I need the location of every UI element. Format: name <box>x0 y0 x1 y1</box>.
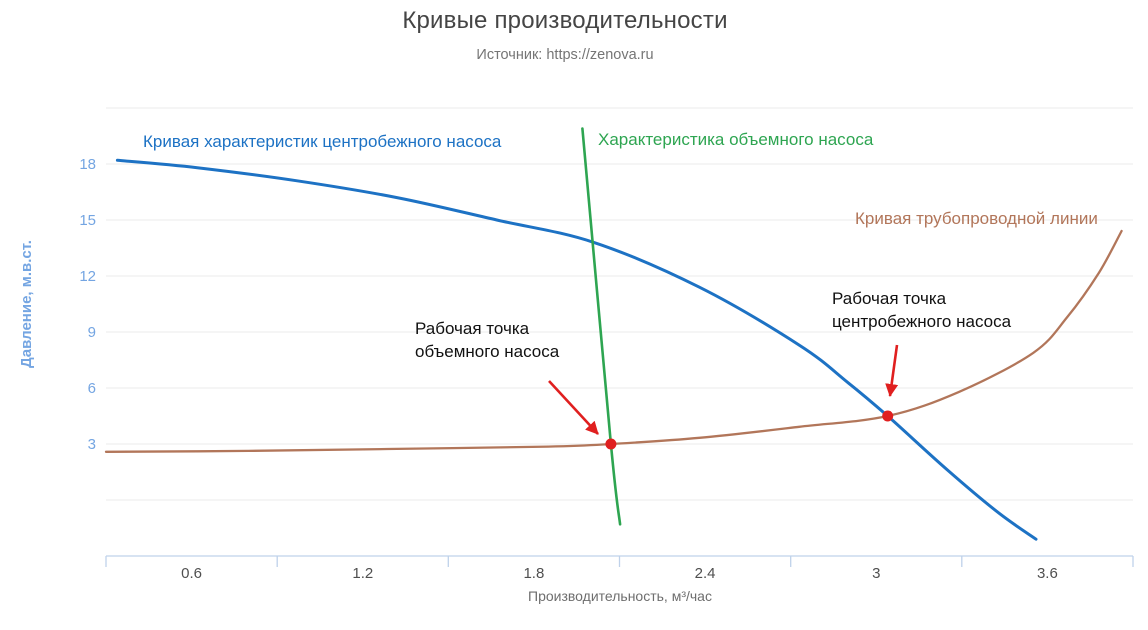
series-curves <box>104 127 1123 541</box>
curve-label-pipeline: Кривая трубопроводной линии <box>855 209 1098 228</box>
x-tick-label: 0.6 <box>181 565 202 582</box>
y-tick-label: 12 <box>79 268 96 285</box>
x-tick-label: 3 <box>872 565 880 582</box>
gridlines <box>106 107 1133 501</box>
curve-label-displacement-pump: Характеристика объемного насоса <box>598 130 874 149</box>
annotation-text: Рабочая точка центробежного насоса <box>832 289 1012 331</box>
curve-centrifugal-pump <box>115 158 1038 541</box>
y-tick-label: 18 <box>79 156 96 173</box>
x-tick-label: 1.2 <box>352 565 373 582</box>
axes: 3 6 9 12 15 18 0.6 1.2 1.8 2.4 3 3.6 <box>79 156 1134 582</box>
annotation-arrow <box>548 380 599 435</box>
y-tick-label: 9 <box>88 324 96 341</box>
x-tick-label: 2.4 <box>695 565 716 582</box>
curve-pipeline <box>104 229 1123 453</box>
y-tick-label: 6 <box>88 380 96 397</box>
annotation-text: Рабочая точка объемного насоса <box>415 319 560 361</box>
annotations: Рабочая точка объемного насоса Рабочая точ… <box>415 289 1012 450</box>
operating-point-dot <box>882 410 894 422</box>
chart-title: Кривые производительности <box>402 7 728 34</box>
curve-label-centrifugal-pump: Кривая характеристик центробежного насос… <box>143 132 502 151</box>
y-tick-label: 3 <box>88 436 96 453</box>
y-axis-title: Давление, м.в.ст. <box>18 240 35 368</box>
curve-labels: Кривая характеристик центробежного насос… <box>143 130 1098 228</box>
annotation-arrow <box>885 344 899 397</box>
curve-displacement-pump <box>581 127 622 526</box>
x-tick-label: 3.6 <box>1037 565 1058 582</box>
chart-subtitle: Источник: https://zenova.ru <box>476 47 654 63</box>
operating-point-dot <box>605 438 617 450</box>
x-axis-title: Производительность, м³/час <box>528 588 712 604</box>
x-tick-label: 1.8 <box>523 565 544 582</box>
y-tick-label: 15 <box>79 212 96 229</box>
